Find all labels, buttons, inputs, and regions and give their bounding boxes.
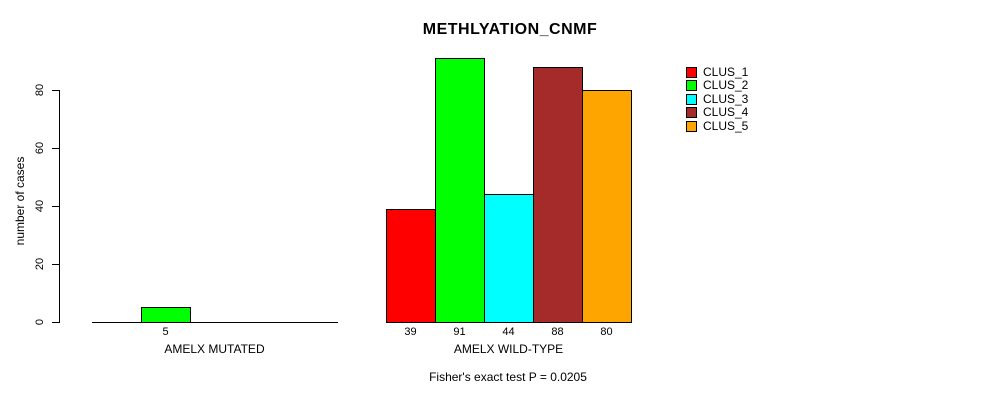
- bar-clus_2-mutated: [141, 307, 191, 323]
- bar-clus_3-wildtype: [484, 194, 534, 323]
- legend-label: CLUS_1: [703, 65, 749, 79]
- group-label: AMELX WILD-TYPE: [453, 342, 564, 356]
- y-tick-mark: [52, 148, 59, 149]
- legend-swatch-clus_2: [686, 79, 697, 91]
- bar-value-label: 91: [453, 326, 466, 338]
- legend-item-clus_4: CLUS_4: [686, 106, 748, 118]
- y-tick-mark: [52, 90, 59, 91]
- legend-item-clus_5: CLUS_5: [686, 120, 748, 132]
- legend-label: CLUS_3: [703, 92, 749, 106]
- legend-swatch-clus_1: [686, 66, 697, 78]
- legend-swatch-clus_4: [686, 106, 697, 118]
- y-tick-label: 60: [34, 141, 46, 155]
- bar-clus_1-wildtype: [386, 209, 436, 323]
- legend-item-clus_3: CLUS_3: [686, 93, 748, 105]
- chart-title: METHLYATION_CNMF: [422, 21, 598, 38]
- bar-value-label: 44: [502, 326, 515, 338]
- legend-label: CLUS_5: [703, 119, 749, 133]
- bar-clus_2-wildtype: [435, 58, 485, 323]
- bar-value-label: 80: [600, 326, 613, 338]
- y-tick-mark: [52, 264, 59, 265]
- y-tick-mark: [52, 322, 59, 323]
- group-label: AMELX MUTATED: [164, 342, 265, 356]
- legend-item-clus_2: CLUS_2: [686, 79, 748, 91]
- y-axis-title: number of cases: [13, 156, 27, 246]
- y-tick-label: 20: [34, 257, 46, 271]
- y-axis-line: [59, 90, 60, 323]
- legend-swatch-clus_3: [686, 93, 697, 105]
- y-tick-label: 80: [34, 83, 46, 97]
- y-tick-label: 0: [34, 318, 46, 326]
- legend-swatch-clus_5: [686, 120, 697, 132]
- legend-label: CLUS_4: [703, 105, 749, 119]
- x-axis-baseline: [92, 322, 338, 323]
- fisher-test-footnote: Fisher's exact test P = 0.0205: [429, 370, 587, 384]
- bar-value-label: 5: [162, 326, 169, 338]
- legend-label: CLUS_2: [703, 78, 749, 92]
- bar-clus_4-wildtype: [533, 67, 583, 323]
- bar-clus_5-wildtype: [582, 90, 632, 323]
- bar-value-label: 88: [551, 326, 564, 338]
- legend-item-clus_1: CLUS_1: [686, 66, 748, 78]
- y-tick-label: 40: [34, 199, 46, 213]
- y-tick-mark: [52, 206, 59, 207]
- bar-value-label: 39: [404, 326, 417, 338]
